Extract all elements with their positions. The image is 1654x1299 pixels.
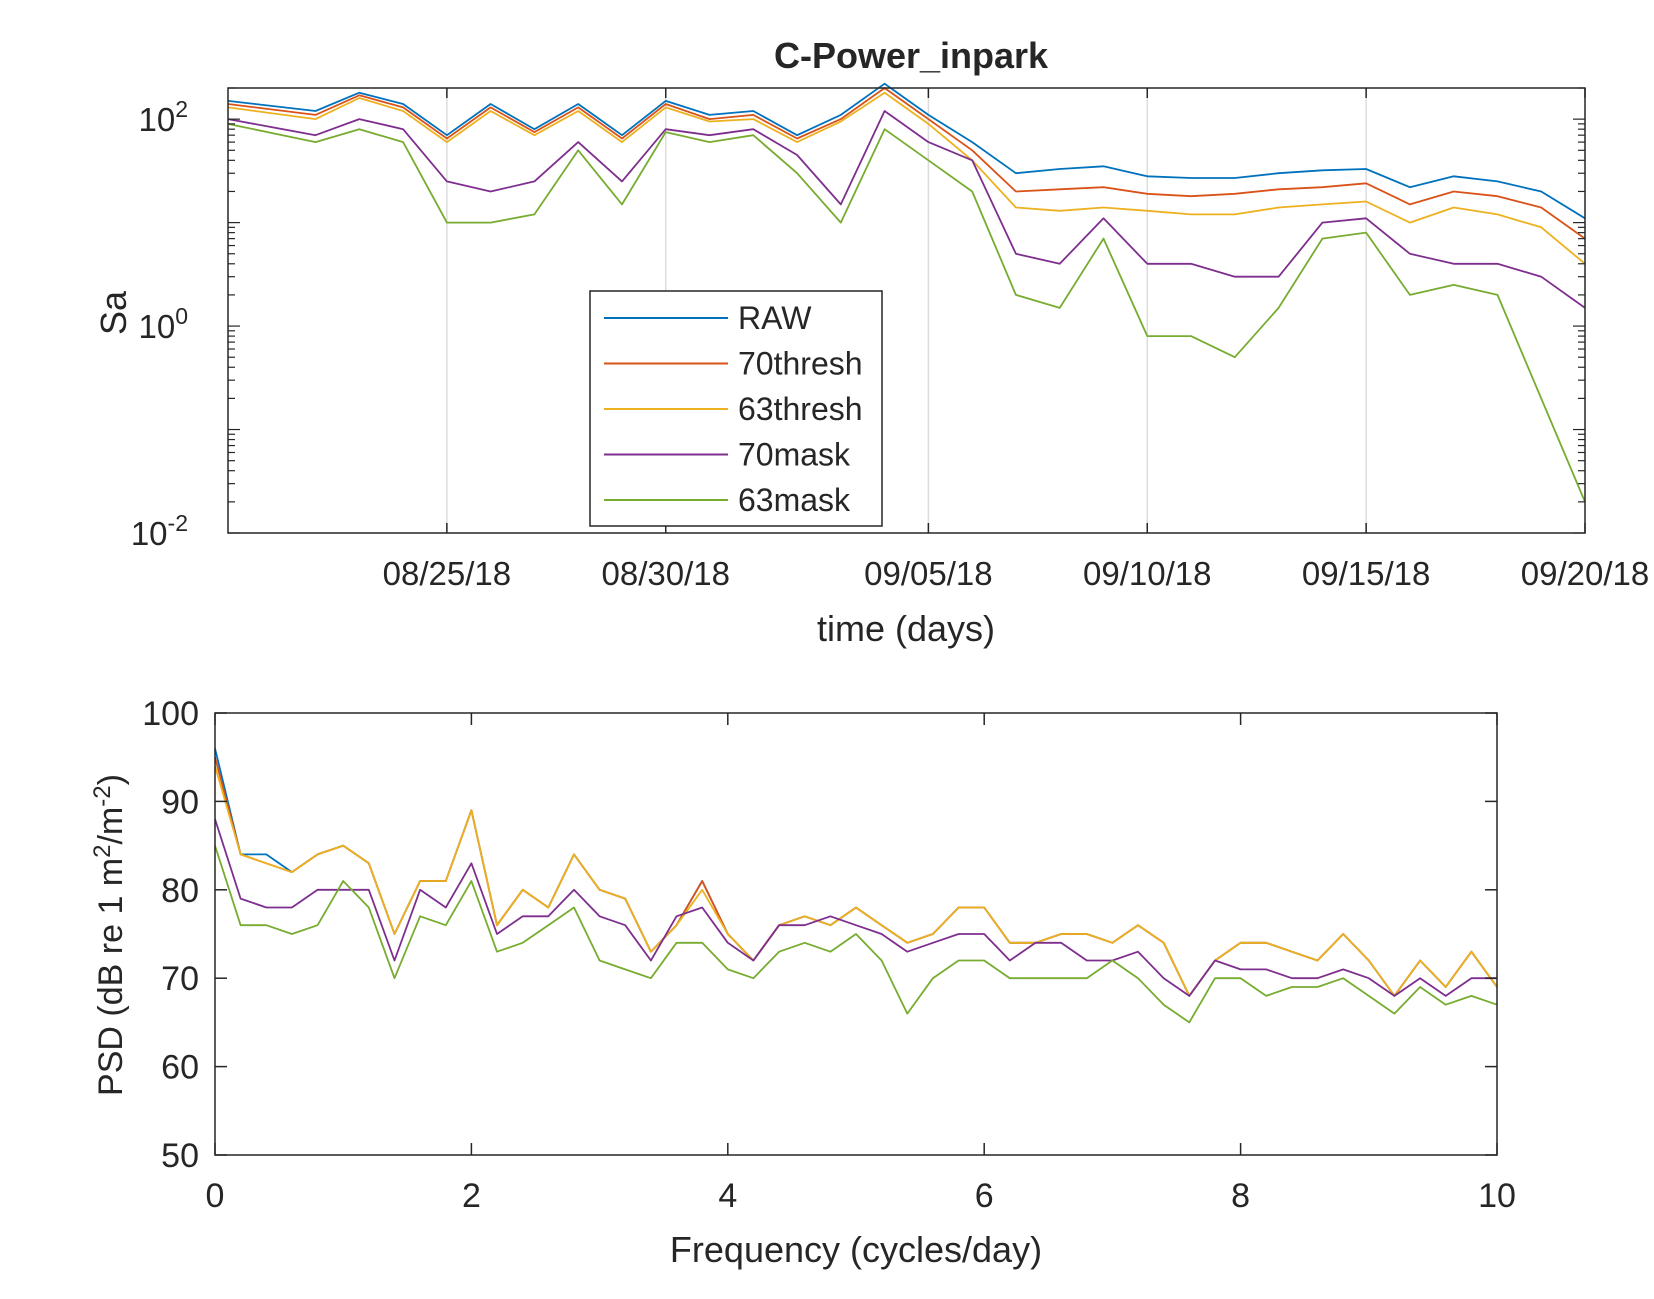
- chart2-y-axis-label: PSD (dB re 1 m2/m-2): [89, 774, 130, 1096]
- y-tick-label: 100: [142, 695, 199, 733]
- legend-label-RAW: RAW: [738, 300, 812, 336]
- x-tick-label: 08/25/18: [383, 555, 511, 592]
- x-tick-label: 2: [462, 1177, 481, 1215]
- legend-label-63mask: 63mask: [738, 482, 851, 518]
- psd-line-70thresh: [214, 756, 1498, 997]
- series-line-RAW: [227, 82, 1586, 220]
- x-tick-label: 09/15/18: [1302, 555, 1430, 592]
- chart2-x-axis-label: Frequency (cycles/day): [670, 1229, 1042, 1270]
- chart2-series: [214, 748, 1498, 1024]
- chart2-ticks: [214, 712, 1498, 1156]
- legend-label-63thresh: 63thresh: [738, 391, 863, 427]
- chart1-axes-box: [227, 87, 1586, 534]
- y-tick-label: 50: [161, 1137, 199, 1175]
- y-tick-label: 60: [161, 1049, 199, 1087]
- legend-label-70thresh: 70thresh: [738, 346, 863, 382]
- chart1-series: [227, 82, 1586, 503]
- y-tick-label: 100: [138, 303, 188, 345]
- chart2-x-tick-labels: 0 2 4 6 8 10: [206, 1177, 1516, 1215]
- psd-frequency-chart: 0 2 4 6 8 10 50 60 70 80 90 100 Frequency (cycles/…: [89, 695, 1516, 1270]
- series-line-63mask: [227, 123, 1586, 503]
- x-tick-label: 09/20/18: [1521, 555, 1649, 592]
- chart1-x-tick-labels: 08/25/18 08/30/18 09/05/18 09/10/18 09/15/18…: [383, 555, 1650, 592]
- x-tick-label: 09/10/18: [1083, 555, 1211, 592]
- series-line-70thresh: [227, 87, 1586, 240]
- chart1-ticks: [228, 87, 1586, 534]
- sa-time-series-chart: C-Power_inpark 08/25/18 08/30/18 09/05/18 0…: [93, 35, 1649, 649]
- chart1-legend: RAW 70thresh 63thresh 70mask 63mask: [589, 290, 883, 527]
- psd-line-63thresh: [214, 765, 1498, 997]
- psd-line-70mask: [214, 818, 1497, 997]
- chart1-title: C-Power_inpark: [774, 35, 1049, 76]
- y-tick-label: 102: [138, 96, 188, 138]
- chart2-axes-box: [214, 712, 1498, 1156]
- x-tick-label: 6: [975, 1177, 994, 1215]
- x-tick-label: 4: [718, 1177, 737, 1215]
- x-tick-label: 0: [206, 1177, 225, 1215]
- x-tick-label: 09/05/18: [864, 555, 992, 592]
- x-tick-label: 8: [1231, 1177, 1250, 1215]
- chart1-grid: [446, 88, 1367, 533]
- y-tick-label: 10-2: [131, 510, 188, 552]
- y-tick-label: 70: [161, 960, 199, 998]
- chart1-y-axis-label: Sa: [93, 290, 134, 335]
- psd-line-63mask: [214, 845, 1498, 1024]
- chart2-y-tick-labels: 50 60 70 80 90 100: [142, 695, 199, 1175]
- series-line-70mask: [227, 110, 1586, 309]
- x-tick-label: 08/30/18: [602, 555, 730, 592]
- y-tick-label: 90: [161, 783, 199, 821]
- x-tick-label: 10: [1478, 1177, 1516, 1215]
- chart1-x-axis-label: time (days): [817, 608, 995, 649]
- legend-label-70mask: 70mask: [738, 437, 851, 473]
- y-tick-label: 80: [161, 872, 199, 910]
- chart1-y-tick-labels: 10-2 100 102: [131, 96, 188, 552]
- series-line-63thresh: [227, 91, 1586, 265]
- psd-line-RAW: [214, 748, 1498, 997]
